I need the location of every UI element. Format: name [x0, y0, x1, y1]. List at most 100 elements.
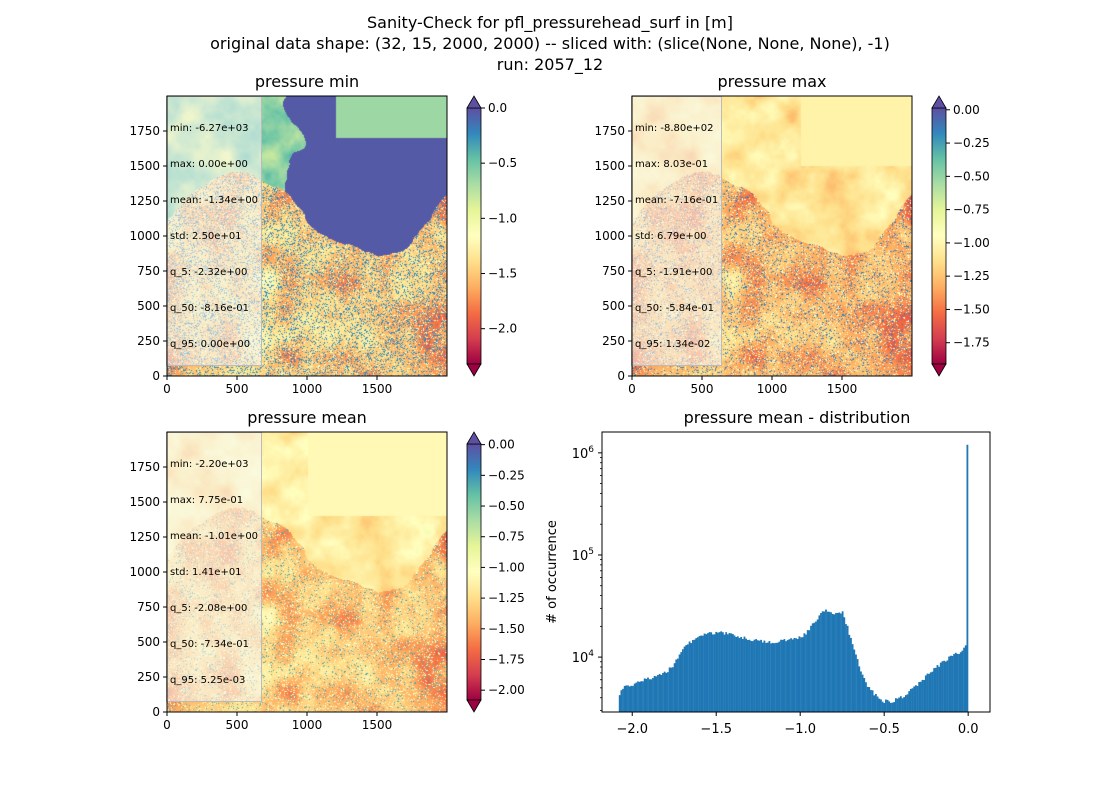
histogram-bar [898, 697, 901, 712]
histogram-bar [665, 672, 668, 712]
y-tick-label: 1500 [129, 495, 160, 509]
histogram-bar [919, 681, 922, 712]
colorbar-extend-max [466, 95, 482, 109]
histogram-bar [795, 638, 797, 712]
histogram-bar [703, 633, 706, 712]
histogram-bar [951, 655, 954, 712]
y-tick-label: 0 [152, 705, 160, 719]
histogram-bar [956, 653, 959, 712]
histogram-bar [876, 696, 879, 712]
histogram-bar [700, 635, 703, 712]
histogram-bar [899, 696, 902, 712]
histogram-bar [723, 634, 726, 712]
histogram-bar [820, 613, 822, 712]
colorbar-body [466, 443, 482, 701]
histogram-bar [677, 658, 679, 712]
y-tick-label: 0 [152, 369, 160, 383]
histogram-bar [640, 681, 643, 712]
histogram-bar [911, 688, 914, 712]
axes-pressure-mean: 0 500 1000 1500 0 250 500 750 1000 1250 1500 1750 [129, 431, 448, 732]
histogram-bar [628, 686, 631, 712]
y-tick-label: 500 [137, 635, 160, 649]
histogram-bar [908, 691, 911, 712]
histogram-bar [647, 677, 649, 712]
panel-title-pressure-max: pressure max [717, 72, 827, 91]
x-tick-label: 0 [628, 382, 636, 396]
histogram-bar [776, 642, 779, 712]
histogram-bar [687, 644, 689, 712]
colorbar-extend-min [466, 363, 482, 377]
histogram-bar [663, 671, 666, 712]
histogram-bar [781, 639, 784, 712]
y-tick-label: 106 [572, 445, 595, 462]
histogram-bar [948, 656, 951, 712]
histogram-bar [803, 633, 806, 712]
histogram-bar [650, 679, 653, 712]
stat-min: min: -8.80e+02 [635, 123, 714, 134]
stats-box-pressure-mean: min: -2.20e+03 max: 7.75e-01 mean: -1.01… [166, 432, 263, 702]
histogram-bar [830, 612, 832, 712]
histogram-bar [618, 695, 621, 712]
histogram-bar [756, 640, 759, 712]
histogram-bar [811, 623, 814, 712]
histogram-bar [765, 642, 768, 712]
histogram-bar [786, 640, 789, 712]
histogram-bar [808, 630, 811, 712]
histogram-bar [731, 634, 734, 712]
histogram-bar [668, 667, 671, 712]
colorbar-tick-label: −1.00 [488, 560, 525, 574]
histogram-bar [796, 639, 799, 712]
y-tick-label: 0 [617, 369, 625, 383]
stat-min: min: -6.27e+03 [170, 123, 249, 134]
histogram-bar [841, 611, 844, 712]
histogram-bar [855, 654, 857, 712]
x-tick-label: −2.0 [616, 722, 648, 737]
histogram-bar [773, 643, 776, 712]
axes-frame [166, 431, 448, 713]
y-tick-label: 1250 [594, 194, 625, 208]
histogram-bar [711, 634, 714, 712]
histogram-bar [883, 702, 886, 712]
histogram-bar [633, 683, 636, 712]
histogram-bar [748, 639, 751, 712]
histogram-bar [627, 685, 629, 712]
histogram-bar [730, 633, 733, 712]
colorbar-tick-label: −1.75 [488, 652, 525, 666]
histogram-bar [750, 640, 753, 712]
stat-mean: mean: -1.01e+00 [170, 531, 259, 542]
histogram-bar [826, 611, 829, 712]
histogram-bar [870, 690, 872, 712]
stat-q50: q_50: -5.84e-01 [635, 303, 714, 314]
histogram-bar [921, 679, 924, 712]
figure-title-line-1: Sanity-Check for pfl_pressurehead_surf i… [367, 13, 733, 32]
histogram-bar [643, 678, 646, 712]
histogram-bar [858, 666, 861, 712]
histogram-bar [863, 678, 866, 712]
histogram-bar [746, 640, 749, 712]
colorbar-tick-label: 0.00 [488, 438, 515, 452]
histogram-bar [645, 678, 648, 712]
histogram-bar [836, 612, 839, 712]
colorbar-tick-label: −2.0 [488, 322, 517, 336]
y-tick-label: 1500 [129, 159, 160, 173]
colorbar-tick-label: −2.00 [488, 683, 525, 697]
histogram-bar [954, 652, 957, 712]
histogram-bar [735, 636, 738, 712]
panel-title-pressure-min: pressure min [254, 72, 360, 91]
histogram-bar [785, 641, 787, 712]
histogram-bar [835, 612, 837, 712]
x-tick-label: 1500 [362, 382, 393, 396]
histogram-bar [923, 679, 926, 712]
colorbar-tick-label: −1.25 [488, 591, 525, 605]
histogram-bar [691, 640, 694, 712]
histogram-bar [878, 698, 881, 712]
colorbar-pressure-min: 0.0 −0.5 −1.0 −1.5 −2.0 [466, 95, 517, 377]
histogram-bar [813, 622, 816, 712]
histogram-bar [771, 642, 774, 712]
histogram-bar [963, 647, 965, 712]
histogram-bar [632, 685, 634, 712]
axes-pressure-max: 0 500 1000 1500 0 250 500 750 1000 1250 1500 1750 [594, 95, 913, 396]
colorbar-extend-min [466, 699, 482, 713]
histogram-bar [725, 632, 728, 712]
histogram-bar [896, 698, 899, 712]
